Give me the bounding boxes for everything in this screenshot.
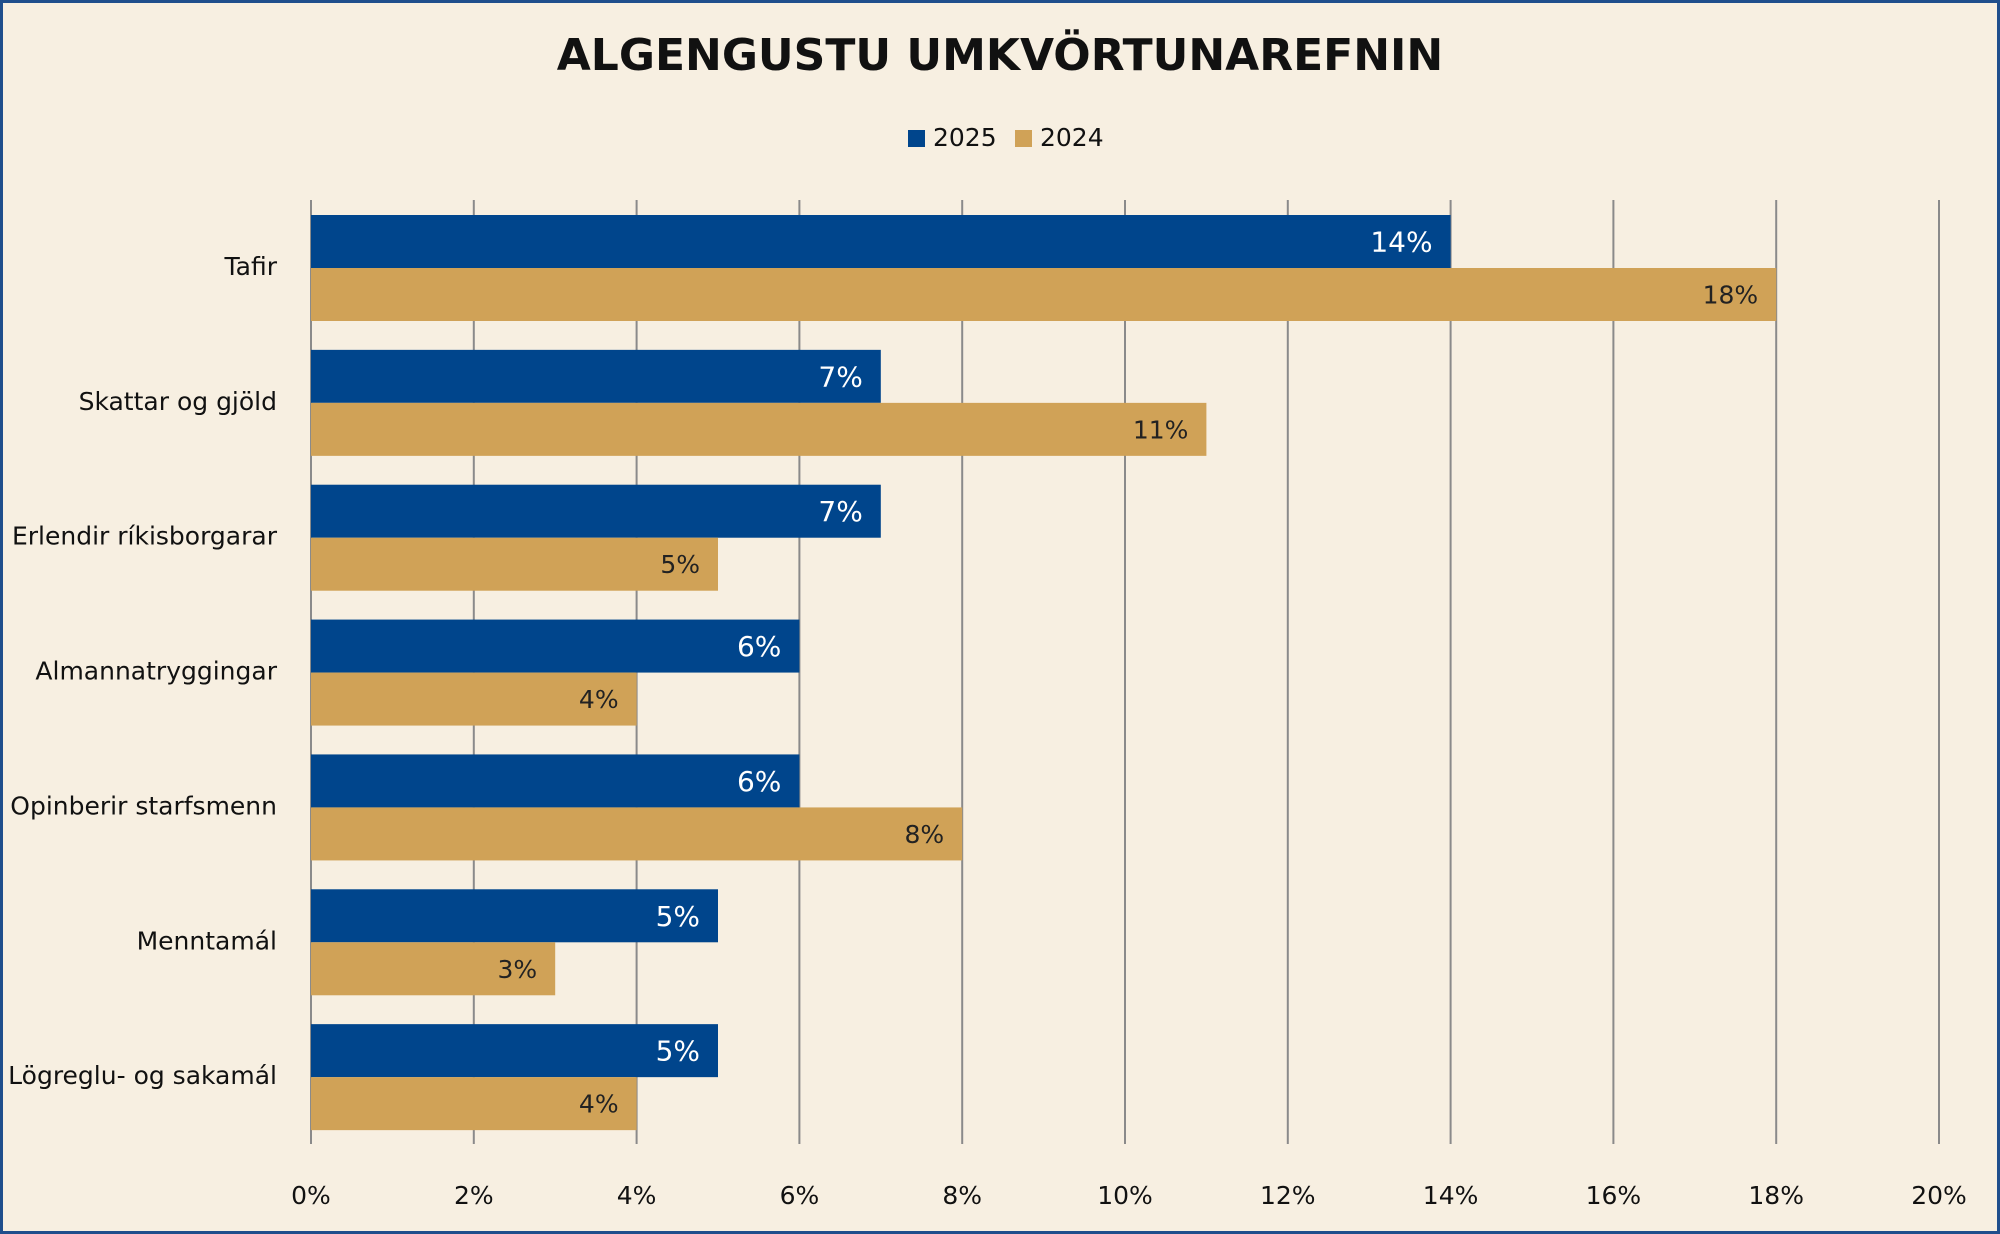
value-label: 4% xyxy=(579,1090,619,1119)
bar xyxy=(311,215,1451,268)
value-label: 6% xyxy=(737,765,781,798)
value-label: 5% xyxy=(660,550,700,579)
bar xyxy=(311,1024,718,1078)
value-label: 5% xyxy=(656,1035,700,1068)
bar xyxy=(311,484,881,538)
x-tick-label: 6% xyxy=(780,1181,820,1210)
bar xyxy=(311,672,637,726)
x-tick-label: 18% xyxy=(1748,1181,1804,1210)
legend-swatch xyxy=(908,130,925,147)
legend-swatch xyxy=(1015,130,1032,147)
bar xyxy=(311,349,881,403)
x-tick-label: 2% xyxy=(454,1181,494,1210)
legend-label: 2024 xyxy=(1040,123,1104,152)
value-label: 3% xyxy=(498,955,538,984)
value-label: 7% xyxy=(818,360,862,393)
x-tick-label: 4% xyxy=(617,1181,657,1210)
value-label: 4% xyxy=(579,685,619,714)
x-tick-label: 0% xyxy=(291,1181,331,1210)
bar xyxy=(311,619,800,673)
bar xyxy=(311,402,1207,456)
y-tick-label: Erlendir ríkisborgarar xyxy=(12,522,278,551)
bar xyxy=(311,268,1777,321)
bar xyxy=(311,889,718,943)
y-tick-label: Skattar og gjöld xyxy=(79,387,277,416)
x-tick-label: 12% xyxy=(1260,1181,1316,1210)
chart-title: ALGENGUSTU UMKVÖRTUNAREFNIN xyxy=(557,28,1444,81)
y-tick-label: Opinberir starfsmenn xyxy=(10,791,277,820)
value-label: 11% xyxy=(1133,415,1189,444)
y-tick-label: Lögreglu- og sakamál xyxy=(8,1061,277,1090)
value-label: 5% xyxy=(656,900,700,933)
bar xyxy=(311,807,963,861)
x-tick-label: 14% xyxy=(1423,1181,1479,1210)
value-label: 7% xyxy=(818,495,862,528)
value-label: 8% xyxy=(905,820,945,849)
y-tick-label: Menntamál xyxy=(137,926,277,955)
value-label: 14% xyxy=(1370,226,1432,259)
y-tick-label: Tafir xyxy=(224,252,278,281)
value-label: 6% xyxy=(737,630,781,663)
x-tick-label: 8% xyxy=(942,1181,982,1210)
x-tick-label: 20% xyxy=(1911,1181,1967,1210)
value-label: 18% xyxy=(1703,281,1759,310)
bar xyxy=(311,537,718,591)
x-tick-label: 10% xyxy=(1097,1181,1153,1210)
bar xyxy=(311,754,800,808)
x-tick-label: 16% xyxy=(1586,1181,1642,1210)
y-tick-label: Almannatryggingar xyxy=(35,657,277,686)
bar xyxy=(311,942,556,996)
legend-label: 2025 xyxy=(933,123,997,152)
bar xyxy=(311,1077,637,1131)
